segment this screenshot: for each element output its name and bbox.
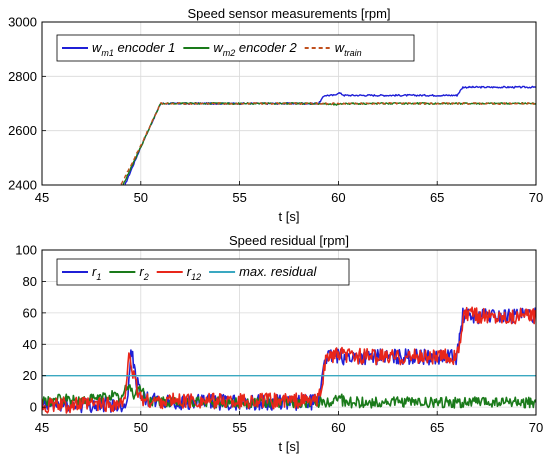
x-tick-label: 55 [232, 420, 246, 435]
legend-label-suffix: encoder 2 [235, 40, 297, 55]
chart-title: Speed residual [rpm] [229, 233, 349, 248]
y-axis: 2400 2600 2800 3000 [8, 15, 46, 193]
y-tick-label: 0 [30, 400, 37, 415]
y-tick-label: 40 [23, 337, 37, 352]
x-tick-label: 70 [529, 420, 543, 435]
y-tick-label: 100 [15, 243, 37, 258]
y-tick-label: 3000 [8, 15, 37, 30]
legend-label: max. residual [239, 264, 317, 279]
x-tick-label: 50 [134, 420, 148, 435]
legend-box [56, 258, 350, 286]
legend-box [56, 34, 415, 62]
y-tick-label: 2800 [8, 69, 37, 84]
y-tick-label: 20 [23, 368, 37, 383]
panel-speed-measurements: Speed sensor measurements [rpm] 45 50 55 60… [8, 6, 543, 224]
legend-label-suffix: encoder 1 [114, 40, 175, 55]
axes-frame [41, 249, 537, 416]
legend-label: wtrain [335, 40, 362, 58]
legend-label-sub: 12 [191, 272, 201, 282]
series-line-encoder-2 [122, 101, 536, 185]
x-axis: 45 50 55 60 65 70 [35, 181, 543, 205]
panel-speed-residual: Speed residual [rpm] 45 50 55 60 65 70 0 20 40 6… [15, 233, 543, 454]
x-axis-label: t [s] [279, 439, 300, 454]
x-axis-label: t [s] [279, 209, 300, 224]
series-line-encoder-1 [124, 85, 536, 185]
legend-label-sub: 2 [143, 272, 149, 282]
legend-label: r1 [92, 264, 101, 282]
x-tick-label: 65 [430, 190, 444, 205]
legend-label: wm2 encoder 2 [213, 40, 297, 58]
x-tick-label: 60 [331, 420, 345, 435]
legend-label-main: r [187, 264, 192, 279]
series-line-r12 [42, 306, 536, 414]
x-tick-label: 45 [35, 190, 49, 205]
legend-label-main: w [335, 40, 346, 55]
plot-area [120, 85, 536, 185]
legend: wm1 encoder 1 wm2 encoder 2 wtrain [56, 34, 415, 62]
x-tick-label: 60 [331, 190, 345, 205]
legend-label-sub: 1 [96, 272, 101, 282]
legend-label-main: r [139, 264, 144, 279]
legend-label-sub: m1 [101, 48, 114, 58]
y-tick-label: 80 [23, 274, 37, 289]
axes-frame [41, 21, 537, 186]
y-tick-label: 2600 [8, 123, 37, 138]
legend-label-main: w [92, 40, 103, 55]
x-axis: 45 50 55 60 65 70 [35, 411, 543, 435]
legend-label-main: max. residual [239, 264, 317, 279]
y-axis: 0 20 40 60 80 100 [15, 243, 46, 415]
y-tick-label: 2400 [8, 178, 37, 193]
legend-label-sub: m2 [223, 48, 236, 58]
legend-label: r12 [187, 264, 201, 282]
x-tick-label: 55 [232, 190, 246, 205]
legend-label-sub: train [344, 48, 362, 58]
x-tick-label: 50 [134, 190, 148, 205]
series-line-train [120, 101, 536, 185]
y-tick-label: 60 [23, 305, 37, 320]
legend-label: r2 [139, 264, 148, 282]
x-tick-label: 70 [529, 190, 543, 205]
plot-area [42, 306, 536, 414]
x-tick-label: 45 [35, 420, 49, 435]
legend-label-main: r [92, 264, 97, 279]
legend-label: wm1 encoder 1 [92, 40, 175, 58]
legend: r1 r2 r12 max. residual [56, 258, 350, 286]
legend-label-main: w [213, 40, 224, 55]
x-tick-label: 65 [430, 420, 444, 435]
chart-title: Speed sensor measurements [rpm] [187, 6, 390, 21]
